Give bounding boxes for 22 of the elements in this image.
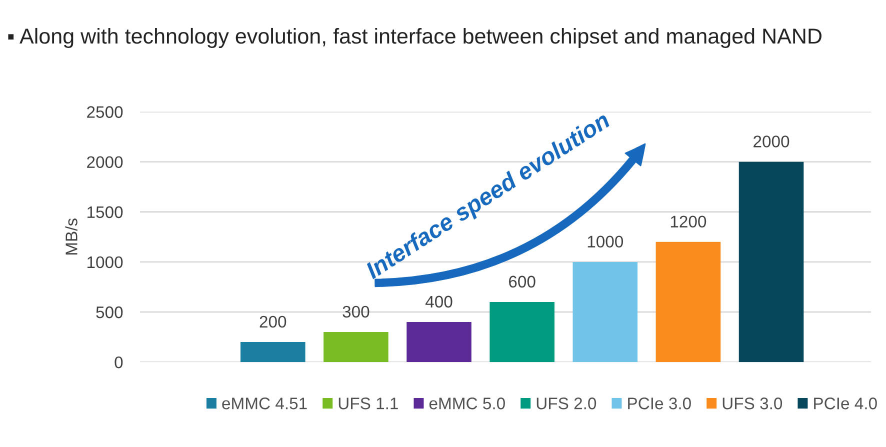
y-tick-label: 2500 [87,106,123,118]
y-tick-label: 1000 [88,256,123,268]
legend-label: eMMC 4.51 [222,398,307,410]
y-tick-label: 1500 [88,206,123,218]
chart-title: ▪ Along with technology evolution, fast interface between chipset and managed NAND [8,28,822,48]
legend-label: PCIe 4.0 [814,398,877,410]
legend-label: UFS 3.0 [722,398,782,410]
y-tick-label: 0 [114,356,123,368]
data-label: 1200 [670,216,706,228]
legend-label: UFS 1.1 [338,398,398,410]
y-tick-label: 500 [96,306,123,318]
data-label: 2000 [754,136,790,148]
data-label: 400 [425,296,452,308]
data-label: 200 [260,316,286,328]
y-axis-title: MB/s [65,218,78,255]
legend-label: eMMC 5.0 [429,398,505,410]
legend-label: PCIe 3.0 [628,398,691,410]
data-label: 300 [342,306,370,318]
data-label: 1000 [588,236,624,248]
data-label: 600 [509,276,536,288]
legend-label: UFS 2.0 [536,398,596,410]
y-tick-label: 2000 [87,156,123,168]
